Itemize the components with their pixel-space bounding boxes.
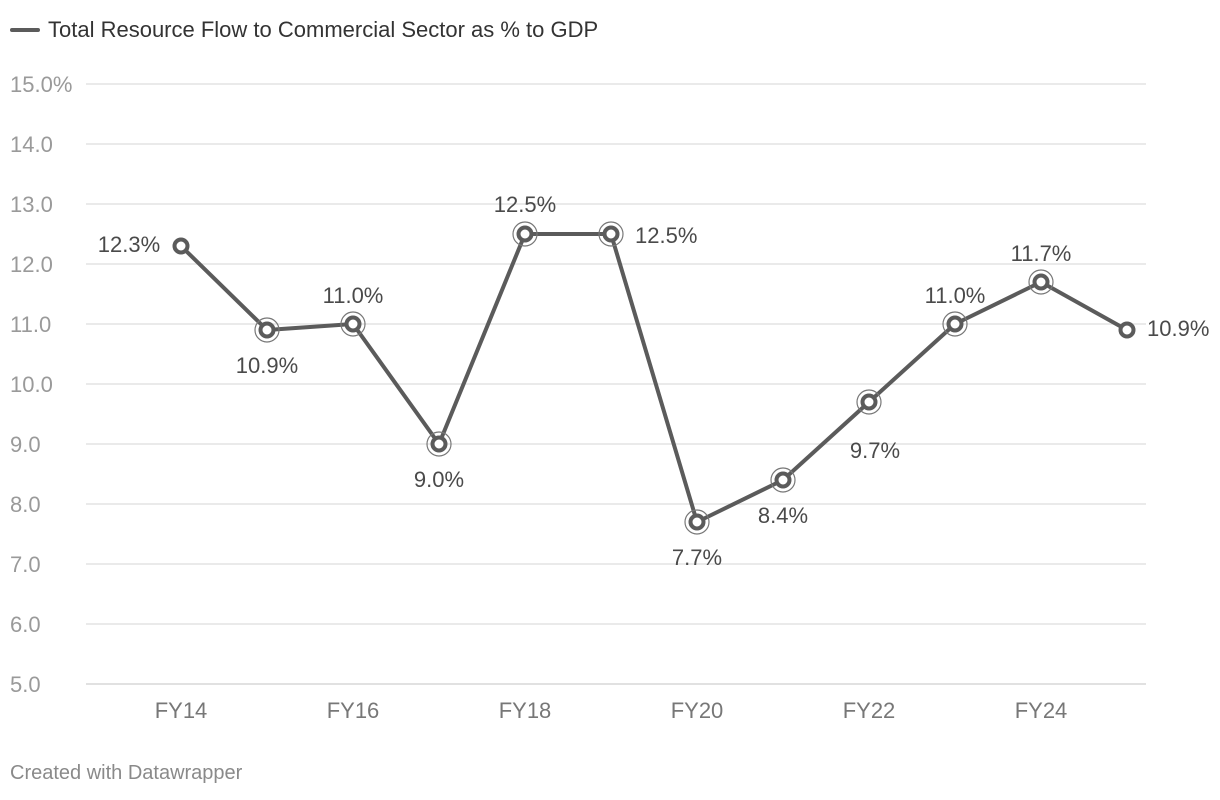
data-point-fy18: [516, 225, 534, 243]
data-point-halo-fy17: [426, 431, 452, 457]
data-point-halo-fy24: [1028, 269, 1054, 295]
data-label-fy17: 9.0%: [414, 467, 464, 492]
data-point-fy19: [602, 225, 620, 243]
data-label-fy25: 10.9%: [1147, 316, 1209, 341]
y-tick-label: 5.0: [10, 672, 41, 697]
data-point-fy22: [860, 393, 878, 411]
data-point-fy23: [946, 315, 964, 333]
data-point-halo-fy22: [856, 389, 882, 415]
data-point-fy14: [172, 237, 190, 255]
x-tick-label-fy14: FY14: [155, 698, 208, 723]
x-tick-label-fy24: FY24: [1015, 698, 1068, 723]
data-point-halo-fy15: [254, 317, 280, 343]
x-tick-label-fy18: FY18: [499, 698, 552, 723]
data-label-fy20: 7.7%: [672, 545, 722, 570]
data-label-fy19: 12.5%: [635, 223, 697, 248]
data-label-fy22: 9.7%: [850, 438, 900, 463]
data-point-fy21: [774, 471, 792, 489]
data-label-fy16: 11.0%: [323, 283, 384, 308]
y-tick-label: 14.0: [10, 132, 53, 157]
y-tick-label: 8.0: [10, 492, 41, 517]
marker-layer: [172, 221, 1136, 535]
data-point-fy24: [1032, 273, 1050, 291]
data-label-fy15: 10.9%: [236, 353, 298, 378]
legend-label: Total Resource Flow to Commercial Sector…: [48, 17, 599, 42]
data-label-fy21: 8.4%: [758, 503, 808, 528]
data-point-fy25: [1118, 321, 1136, 339]
y-tick-label: 15.0%: [10, 72, 72, 97]
data-point-fy15: [258, 321, 276, 339]
x-tick-label-fy20: FY20: [671, 698, 724, 723]
data-point-fy17: [430, 435, 448, 453]
data-label-layer: 12.3% 10.9% 11.0% 9.0% 12.5% 12.5% 7.7% 8.4% 9.7…: [98, 192, 1210, 570]
data-point-halo-fy21: [770, 467, 796, 493]
grid-layer: [86, 83, 1146, 685]
x-tick-label-fy22: FY22: [843, 698, 896, 723]
y-tick-label: 13.0: [10, 192, 53, 217]
y-tick-label: 10.0: [10, 372, 53, 397]
y-tick-label: 11.0: [10, 312, 51, 337]
axis-layer: 15.0% 14.0 13.0 12.0 11.0 10.0 9.0 8.0 7.0 6.0 5.0…: [10, 72, 1067, 723]
data-point-halo-fy18: [512, 221, 538, 247]
series-line-total-resource-flow: [179, 232, 1129, 524]
data-label-fy18: 12.5%: [494, 192, 556, 217]
legend: Total Resource Flow to Commercial Sector…: [10, 14, 598, 46]
y-tick-label: 6.0: [10, 612, 41, 637]
y-tick-label: 12.0: [10, 252, 53, 277]
y-tick-label: 9.0: [10, 432, 41, 457]
data-point-halo-fy23: [942, 311, 968, 337]
legend-line-swatch: [10, 28, 40, 32]
series-layer: [179, 232, 1129, 524]
data-label-fy24: 11.7%: [1011, 241, 1072, 266]
chart-footer: Created with Datawrapper: [10, 762, 243, 784]
data-label-fy14: 12.3%: [98, 232, 160, 257]
data-point-halo-fy16: [340, 311, 366, 337]
data-point-halo-fy20: [684, 509, 710, 535]
data-point-halo-fy19: [598, 221, 624, 247]
x-tick-label-fy16: FY16: [327, 698, 380, 723]
data-label-fy23: 11.0%: [925, 283, 986, 308]
y-tick-label: 7.0: [10, 552, 41, 577]
data-point-fy16: [344, 315, 362, 333]
data-point-fy20: [688, 513, 706, 531]
